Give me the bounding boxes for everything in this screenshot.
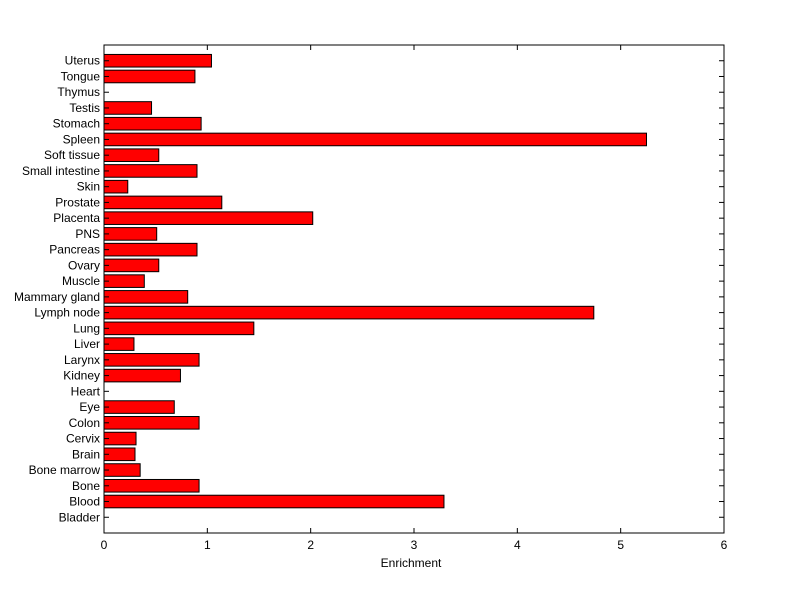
x-tick-label-0: 0 [101, 538, 108, 552]
y-tick-label-thymus: Thymus [57, 85, 100, 99]
y-tick-label-pns: PNS [75, 227, 100, 241]
bar-testis [103, 101, 153, 115]
y-tick-label-bone-marrow: Bone marrow [29, 463, 101, 477]
y-tick-label-mammary-gland: Mammary gland [14, 290, 100, 304]
y-tick-label-blood: Blood [69, 495, 100, 509]
bar-kidney [103, 368, 181, 383]
y-tick-label-lymph-node: Lymph node [34, 306, 100, 320]
x-tick-label-6: 6 [721, 538, 728, 552]
y-tick-label-larynx: Larynx [64, 353, 100, 367]
bar-tongue [103, 69, 196, 84]
bar-lymph-node [103, 305, 595, 320]
bar-bone-marrow [103, 463, 141, 477]
bar-ovary [103, 258, 160, 273]
y-tick-label-placenta: Placenta [53, 211, 100, 225]
bar-colon [103, 416, 200, 430]
bar-placenta [103, 211, 314, 225]
x-tick-label-5: 5 [617, 538, 624, 552]
bar-small-intestine [103, 164, 198, 178]
ticks-layer [103, 45, 725, 533]
bar-mammary-gland [103, 290, 189, 304]
bar-prostate [103, 195, 223, 210]
y-tick-label-prostate: Prostate [55, 195, 100, 209]
y-tick-label-spleen: Spleen [63, 132, 100, 146]
y-tick-label-eye: Eye [79, 400, 100, 414]
x-tick-label-3: 3 [411, 538, 418, 552]
y-tick-label-soft-tissue: Soft tissue [44, 148, 100, 162]
y-tick-label-testis: Testis [69, 101, 100, 115]
y-tick-label-pancreas: Pancreas [49, 243, 100, 257]
y-tick-label-muscle: Muscle [62, 274, 100, 288]
y-tick-label-heart: Heart [71, 384, 101, 398]
bar-muscle [103, 274, 145, 288]
bar-soft-tissue [103, 148, 160, 162]
y-tick-label-bone: Bone [72, 479, 100, 493]
bar-blood [103, 494, 445, 509]
y-tick-label-tongue: Tongue [61, 69, 101, 83]
x-tick-label-4: 4 [514, 538, 521, 552]
bar-larynx [103, 353, 200, 367]
bar-uterus [103, 53, 212, 68]
y-tick-label-ovary: Ovary [68, 258, 100, 272]
x-tick-label-1: 1 [204, 538, 211, 552]
bar-eye [103, 400, 175, 414]
y-tick-label-skin: Skin [77, 180, 100, 194]
y-tick-label-cervix: Cervix [66, 432, 100, 446]
bar-bone [103, 478, 200, 493]
y-tick-label-uterus: Uterus [65, 54, 100, 68]
bar-pancreas [103, 242, 198, 257]
y-tick-label-lung: Lung [73, 321, 100, 335]
bar-lung [103, 321, 255, 336]
bar-pns [103, 227, 158, 241]
bar-stomach [103, 116, 202, 131]
bar-spleen [103, 132, 647, 147]
y-tick-label-kidney: Kidney [63, 369, 100, 383]
y-tick-label-bladder: Bladder [59, 510, 100, 524]
y-tick-label-liver: Liver [74, 337, 100, 351]
y-tick-label-small-intestine: Small intestine [22, 164, 100, 178]
y-tick-label-brain: Brain [72, 447, 100, 461]
y-tick-label-stomach: Stomach [53, 117, 100, 131]
bars-layer [103, 53, 647, 509]
x-axis-label: Enrichment [381, 556, 442, 570]
y-tick-label-colon: Colon [69, 416, 100, 430]
x-tick-label-2: 2 [307, 538, 314, 552]
